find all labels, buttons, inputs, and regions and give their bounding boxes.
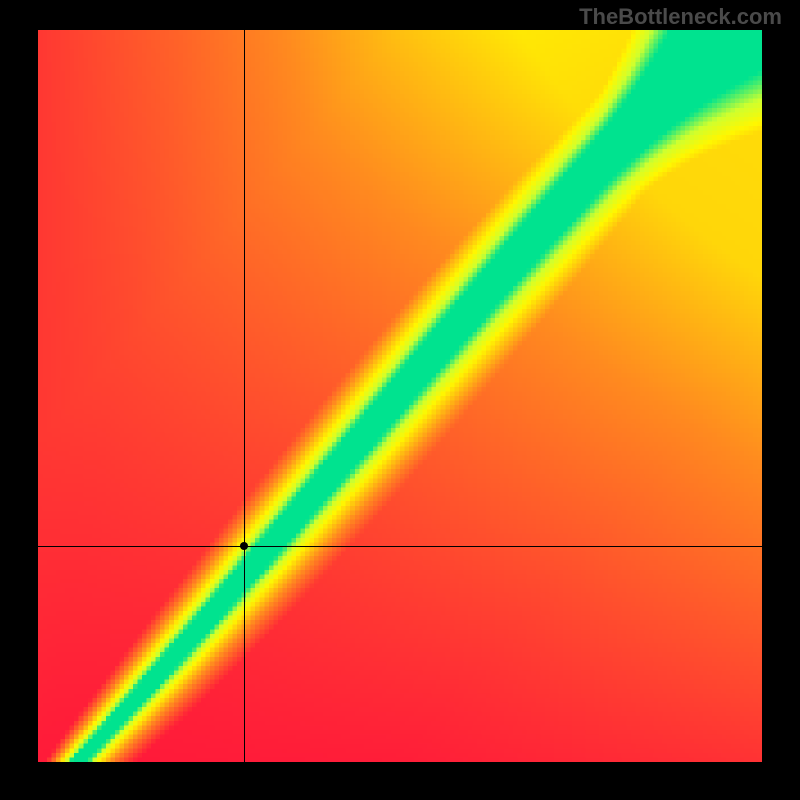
crosshair-horizontal (38, 546, 762, 547)
crosshair-vertical (244, 30, 245, 762)
crosshair-marker-dot (240, 542, 248, 550)
bottleneck-heatmap (38, 30, 762, 762)
chart-container: TheBottleneck.com (0, 0, 800, 800)
watermark-text: TheBottleneck.com (579, 4, 782, 30)
